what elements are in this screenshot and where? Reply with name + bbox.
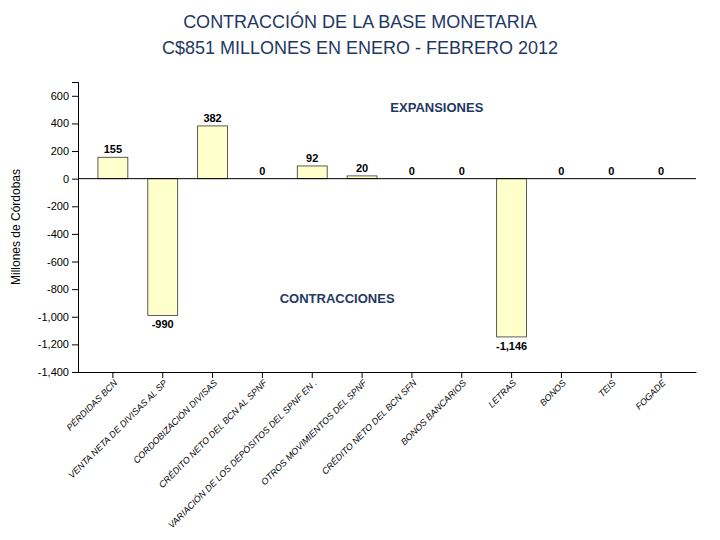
y-tick-label: 600 <box>51 90 69 102</box>
x-tick-mark <box>561 372 562 378</box>
x-tick-mark <box>262 372 263 378</box>
y-tick-mark <box>72 344 78 345</box>
data-label: 155 <box>104 143 122 155</box>
y-tick-label: -1,400 <box>38 366 69 378</box>
x-tick: VENTA NETA DE DIVISAS AL SP <box>67 372 170 480</box>
x-tick-label: BONOS BANCARIOS <box>399 378 468 447</box>
y-tick: 200 <box>51 145 78 157</box>
y-tick: 400 <box>51 117 78 129</box>
x-tick: OTROS MOVIMIENTOS DEL SPNF <box>259 372 369 487</box>
x-tick-label: BONOS <box>538 378 568 408</box>
x-tick: LETRAS <box>486 372 518 410</box>
y-tick-mark <box>72 317 78 318</box>
x-axis-line <box>79 372 697 373</box>
y-tick: -400 <box>47 228 78 240</box>
bar <box>98 157 128 178</box>
x-tick-label: VENTA NETA DE DIVISAS AL SP <box>67 378 170 481</box>
data-label: 0 <box>658 165 664 177</box>
bar <box>297 166 327 179</box>
y-tick-label: -600 <box>47 256 69 268</box>
bar <box>497 179 527 337</box>
x-tick-label: CORDOBIZACIÓN DIVISAS <box>131 378 219 466</box>
x-tick: CRÉDITO NETO DEL BCN SFN <box>320 372 419 476</box>
x-tick-mark <box>162 372 163 378</box>
x-tick: PÉRDIDAS BCN <box>65 372 120 433</box>
y-tick-mark <box>72 372 78 373</box>
data-label: 0 <box>608 165 614 177</box>
y-tick: 600 <box>51 90 78 102</box>
x-tick-mark <box>411 372 412 378</box>
data-label: 382 <box>203 112 221 124</box>
y-axis-line <box>72 83 79 373</box>
y-tick-label: -800 <box>47 283 69 295</box>
y-tick: -1,200 <box>38 338 78 350</box>
x-tick-mark <box>611 372 612 378</box>
data-label: 0 <box>259 165 265 177</box>
x-tick-label: LETRAS <box>486 378 518 410</box>
y-tick-mark <box>72 179 78 180</box>
x-tick: FOGADE <box>634 372 669 412</box>
x-tick-label: PÉRDIDAS BCN <box>65 377 120 432</box>
bar <box>148 179 178 316</box>
x-tick-label: CRÉDITO NETO DEL BCN AL SPNF <box>157 377 269 489</box>
y-tick-label: -1,000 <box>38 311 69 323</box>
annotation: EXPANSIONES <box>390 100 483 115</box>
subtitle: C$851 MILLONES EN ENERO - FEBRERO 2012 <box>162 38 558 58</box>
zero-line <box>78 178 696 179</box>
data-label: 0 <box>409 165 415 177</box>
x-tick: BONOS BANCARIOS <box>399 372 468 447</box>
data-label: -990 <box>152 318 174 330</box>
y-axis: 600 400 200 0 -200 -400 -600 -800 -1,000 -1,200 -1… <box>38 83 79 379</box>
y-tick-label: 400 <box>51 117 69 129</box>
data-label: 92 <box>306 152 318 164</box>
bars <box>98 126 527 337</box>
x-tick-mark <box>661 372 662 378</box>
x-tick-mark <box>112 372 113 378</box>
y-tick-label: 200 <box>51 145 69 157</box>
y-tick-label: -1,200 <box>38 338 69 350</box>
y-tick: -600 <box>47 256 78 268</box>
x-tick-mark <box>362 372 363 378</box>
y-tick-mark <box>72 206 78 207</box>
data-label: 20 <box>356 162 368 174</box>
plot: 6004002000-200-400-600-800-1,000-1,200-1… <box>38 83 697 531</box>
y-tick-label: 0 <box>63 173 69 185</box>
x-tick-label: TEIS <box>597 378 618 399</box>
y-tick: 0 <box>63 173 78 185</box>
y-tick-mark <box>72 151 78 152</box>
annotation: CONTRACCIONES <box>280 291 395 306</box>
data-label: -1,146 <box>496 340 527 352</box>
y-tick-mark <box>72 123 78 124</box>
y-tick: -200 <box>47 200 78 212</box>
title: CONTRACCIÓN DE LA BASE MONETARIA <box>183 11 537 32</box>
x-axis: PÉRDIDAS BCNVENTA NETA DE DIVISAS AL SPC… <box>65 372 697 530</box>
y-tick: -1,000 <box>38 311 78 323</box>
x-tick-label: OTROS MOVIMIENTOS DEL SPNF <box>259 377 369 487</box>
bar <box>198 126 228 179</box>
y-tick-mark <box>72 234 78 235</box>
y-tick-label: -200 <box>47 200 69 212</box>
x-tick-mark <box>511 372 512 378</box>
x-tick: BONOS <box>538 372 568 408</box>
x-tick: TEIS <box>597 372 618 399</box>
y-tick: -800 <box>47 283 78 295</box>
y-tick: -1,400 <box>38 366 78 378</box>
y-tick-label: -400 <box>47 228 69 240</box>
data-label: 0 <box>558 165 564 177</box>
x-tick-mark <box>461 372 462 378</box>
y-axis-title: Millones de Córdobas <box>9 169 23 285</box>
x-tick-label: FOGADE <box>634 377 669 412</box>
data-label: 0 <box>459 165 465 177</box>
x-tick-mark <box>212 372 213 378</box>
data-labels: 155 -990 382 0 92 20 0 0 -1,146 0 0 0 <box>104 112 664 352</box>
x-tick: CRÉDITO NETO DEL BCN AL SPNF <box>157 372 269 490</box>
x-tick-mark <box>312 372 313 378</box>
y-tick-mark <box>72 96 78 97</box>
x-tick: CORDOBIZACIÓN DIVISAS <box>131 372 219 466</box>
y-tick-mark <box>72 262 78 263</box>
y-tick-mark <box>72 289 78 290</box>
chart: CONTRACCIÓN DE LA BASE MONETARIA C$851 MI… <box>0 0 720 540</box>
x-tick-label: CRÉDITO NETO DEL BCN SFN <box>320 377 419 476</box>
